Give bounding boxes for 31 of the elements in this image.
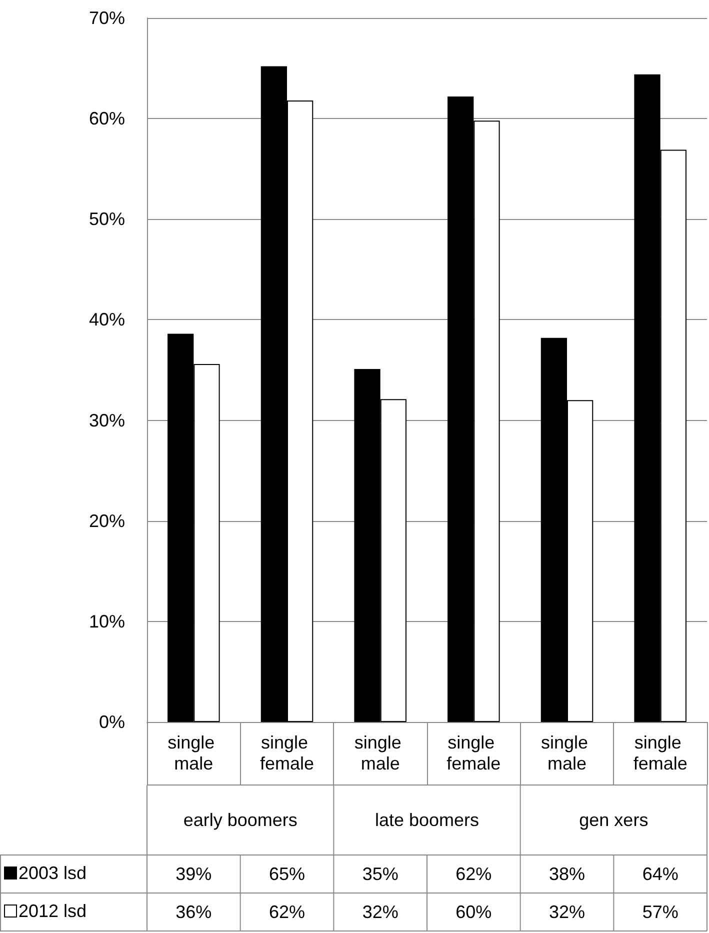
x-tick-label: single female [633, 732, 688, 774]
data-label: 60% [456, 902, 492, 922]
y-tick-label: 40% [88, 310, 125, 330]
y-tick-label: 10% [88, 611, 125, 632]
data-label: 35% [362, 864, 398, 884]
y-tick-label: 70% [88, 8, 125, 28]
text: late boomers [374, 810, 480, 830]
data-label: 38% [548, 864, 586, 884]
y-tick-label: 0% [98, 712, 125, 732]
y-tick-label: 30% [88, 410, 125, 430]
x-tick-label: single female [446, 732, 501, 774]
data-label: 32% [548, 902, 586, 922]
data-label: 32% [362, 902, 398, 922]
y-tick-label: 50% [88, 209, 125, 230]
x-tick-label: single male [540, 732, 594, 774]
text: gen xers [579, 810, 648, 830]
legend-label: 2012 lsd [18, 901, 87, 921]
y-tick-label: 60% [88, 108, 125, 129]
data-label: 62% [268, 902, 306, 922]
data-label: 36% [176, 902, 212, 922]
y-tick-label: 20% [88, 510, 125, 531]
x-tick-label: single male [168, 732, 220, 774]
x-tick-label: single male [354, 732, 406, 774]
data-label: 57% [642, 902, 678, 922]
x-tick-label: single female [260, 732, 314, 774]
data-label: 39% [176, 864, 212, 884]
data-label: 62% [456, 864, 492, 884]
legend-label: 2003 lsd [18, 863, 87, 883]
data-label: 65% [268, 864, 306, 884]
text: early boomers [183, 810, 298, 830]
data-label: 64% [642, 864, 678, 884]
